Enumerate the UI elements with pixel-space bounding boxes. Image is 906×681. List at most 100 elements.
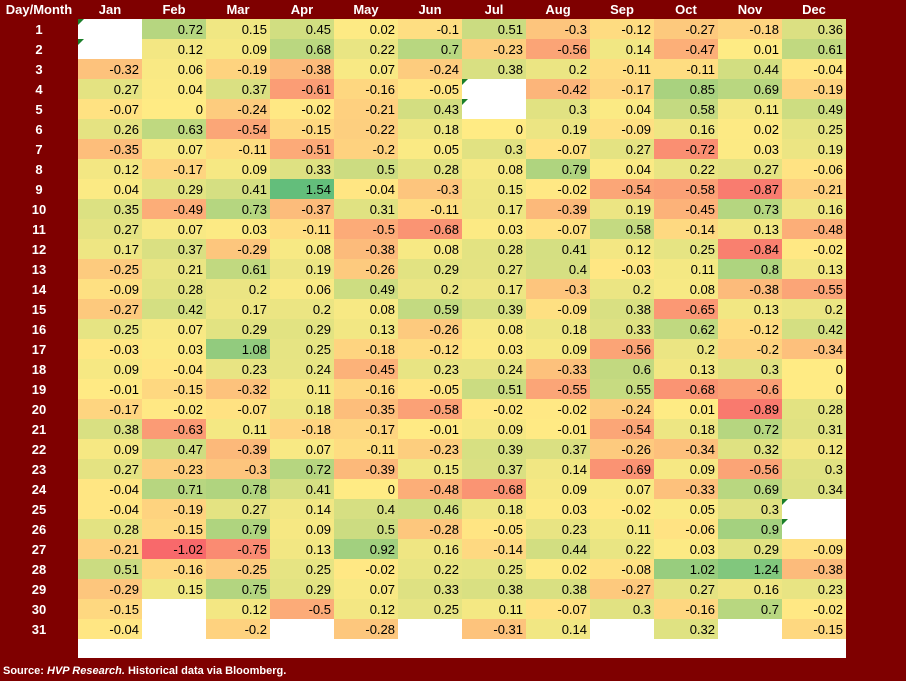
heatmap-cell: 0.44 [718,59,782,79]
heatmap-cell: 0.28 [78,519,142,539]
source-footnote: Source: HVP Research. Historical data vi… [3,665,286,677]
heatmap-cell: 0.28 [398,159,462,179]
row-label-day-19: 19 [0,379,78,399]
heatmap-cell: 0.25 [270,559,334,579]
heatmap-cell: 0.33 [270,159,334,179]
heatmap-cell: -0.37 [270,199,334,219]
heatmap-cell: -0.15 [142,379,206,399]
row-label-day-13: 13 [0,259,78,279]
row-label-day-23: 23 [0,459,78,479]
heatmap-cell: -0.32 [206,379,270,399]
column-header-feb: Feb [142,0,206,19]
heatmap-body: 1 0.72 0.15 0.45 0.02 -0.1 0.51 -0.3 -0.12 -0.27-… [0,19,846,658]
heatmap-cell: -0.18 [270,419,334,439]
heatmap-cell: -0.72 [654,139,718,159]
heatmap-cell: 0.5 [334,159,398,179]
heatmap-cell: 0.69 [718,479,782,499]
heatmap-cell: 0.16 [718,579,782,599]
heatmap-row: 28 0.51 -0.16 -0.25 0.25 -0.02 0.22 0.25 0.02 -0.… [0,559,846,579]
row-label-day-6: 6 [0,119,78,139]
heatmap-cell: 0 [782,379,846,399]
heatmap-cell: 0.25 [462,559,526,579]
row-label-day-25: 25 [0,499,78,519]
heatmap-cell: 0.68 [270,39,334,59]
bottom-band-fill [78,639,846,658]
heatmap-cell: -0.75 [206,539,270,559]
heatmap-row: 18 0.09 -0.04 0.23 0.24 -0.45 0.23 0.24 -0.33 0.6… [0,359,846,379]
column-header-aug: Aug [526,0,590,19]
heatmap-cell: 0.07 [590,479,654,499]
heatmap-cell: -0.21 [782,179,846,199]
heatmap-cell: 0.14 [526,459,590,479]
heatmap-cell: -0.01 [398,419,462,439]
heatmap-cell: 0.27 [78,79,142,99]
heatmap-cell: 0.26 [78,119,142,139]
heatmap-row: 3 -0.32 0.06 -0.19 -0.38 0.07 -0.24 0.38 0.2 -0.1… [0,59,846,79]
heatmap-cell: 0.06 [142,59,206,79]
heatmap-row: 27 -0.21 -1.02 -0.75 0.13 0.92 0.16 -0.14 0.44 0.… [0,539,846,559]
heatmap-cell: -0.35 [78,139,142,159]
heatmap-cell: 0.45 [270,19,334,39]
source-label: Source: [3,665,44,677]
heatmap-cell: 0.75 [206,579,270,599]
heatmap-cell: 0.12 [590,239,654,259]
heatmap-cell: 0.59 [398,299,462,319]
heatmap-cell [142,599,206,619]
heatmap-cell: -0.68 [398,219,462,239]
row-label-day-29: 29 [0,579,78,599]
heatmap-cell: -0.61 [270,79,334,99]
heatmap-cell: 0.15 [398,459,462,479]
heatmap-cell: 0.31 [782,419,846,439]
heatmap-cell: 0.04 [590,99,654,119]
heatmap-cell: 0.14 [590,39,654,59]
heatmap-cell: 0.47 [142,439,206,459]
heatmap-row: 8 0.12 -0.17 0.09 0.33 0.5 0.28 0.08 0.79 0.04 0.2… [0,159,846,179]
heatmap-cell: 0.49 [782,99,846,119]
heatmap-cell: 0.7 [718,599,782,619]
heatmap-cell: -0.07 [526,599,590,619]
heatmap-cell: -0.09 [526,299,590,319]
heatmap-cell: -0.54 [206,119,270,139]
heatmap-cell: 0.13 [782,259,846,279]
heatmap-cell: -0.38 [334,239,398,259]
heatmap-cell: 0.09 [78,439,142,459]
heatmap-cell: 0.08 [654,279,718,299]
heatmap-row: 15 -0.27 0.42 0.17 0.2 0.08 0.59 0.39 -0.09 0.38-… [0,299,846,319]
heatmap-cell: 0.3 [718,359,782,379]
heatmap-cell: -0.12 [590,19,654,39]
heatmap-cell: 0.3 [526,99,590,119]
heatmap-cell: -0.05 [462,519,526,539]
row-label-day-8: 8 [0,159,78,179]
heatmap-cell: 0.38 [590,299,654,319]
row-label-day-14: 14 [0,279,78,299]
heatmap-cell: 0.63 [142,119,206,139]
column-header-sep: Sep [590,0,654,19]
header-row: Day/Month Jan Feb Mar Apr May Jun Jul Aug Sep Oct… [0,0,846,19]
heatmap-cell: -0.6 [718,379,782,399]
heatmap-cell: -0.39 [526,199,590,219]
heatmap-cell: 0.51 [462,379,526,399]
heatmap-cell: 0.46 [398,499,462,519]
heatmap-cell: -0.3 [526,19,590,39]
heatmap-cell: -0.04 [78,479,142,499]
heatmap-cell: 0.08 [398,239,462,259]
heatmap-cell: 0.41 [206,179,270,199]
heatmap-row: 20 -0.17 -0.02 -0.07 0.18 -0.35 -0.58 -0.02 -0.0… [0,399,846,419]
heatmap-cell: 0.37 [206,79,270,99]
heatmap-cell: 0.32 [654,619,718,639]
heatmap-cell: -0.02 [590,499,654,519]
heatmap-cell: 0.14 [526,619,590,639]
heatmap-cell: 0.15 [462,179,526,199]
heatmap-cell: -0.68 [462,479,526,499]
heatmap-cell: 0.3 [462,139,526,159]
heatmap-cell: 0.08 [462,159,526,179]
heatmap-cell: -0.34 [654,439,718,459]
heatmap-cell: 0.08 [462,319,526,339]
column-header-apr: Apr [270,0,334,19]
heatmap-cell: 0.11 [206,419,270,439]
heatmap-cell: -0.23 [142,459,206,479]
heatmap-cell: -0.05 [398,379,462,399]
heatmap-cell: 0.03 [206,219,270,239]
row-label-day-21: 21 [0,419,78,439]
heatmap-cell: 0.72 [270,459,334,479]
